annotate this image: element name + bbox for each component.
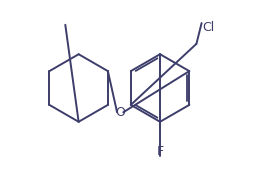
Text: F: F	[156, 145, 164, 158]
Text: Cl: Cl	[202, 21, 215, 34]
Text: O: O	[115, 106, 125, 119]
